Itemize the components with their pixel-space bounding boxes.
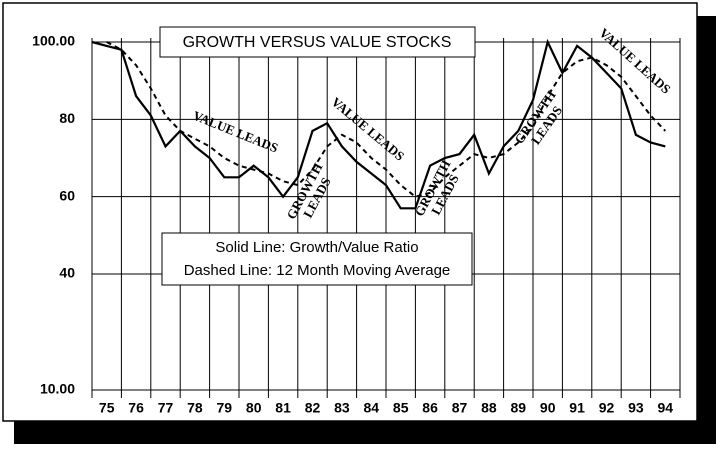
x-tick-label: 90 (540, 400, 556, 416)
legend-entry: Solid Line: Growth/Value Ratio (215, 239, 418, 256)
x-tick-label: 91 (569, 400, 585, 416)
x-tick-label: 93 (628, 400, 644, 416)
y-tick-label: 80 (59, 110, 75, 126)
legend-entry: Dashed Line: 12 Month Moving Average (184, 262, 451, 279)
y-tick-label: 100.00 (32, 33, 75, 49)
title-box (159, 26, 476, 58)
series-line (106, 41, 667, 198)
x-tick-label: 78 (187, 400, 203, 416)
y-tick-label: 40 (59, 265, 75, 281)
x-tick-label: 81 (275, 400, 291, 416)
x-tick-label: 82 (305, 400, 321, 416)
chart-title: GROWTH VERSUS VALUE STOCKS (183, 34, 452, 51)
x-tick-label: 84 (364, 400, 380, 416)
x-tick-label: 88 (481, 400, 497, 416)
x-tick-label: 77 (158, 400, 174, 416)
x-tick-label: 79 (217, 400, 233, 416)
x-tick-label: 76 (128, 400, 144, 416)
y-tick-label: 10.00 (40, 381, 75, 397)
x-tick-label: 89 (511, 400, 527, 416)
y-tick-label: 60 (59, 187, 75, 203)
x-tick-label: 80 (246, 400, 262, 416)
x-tick-label: 87 (452, 400, 468, 416)
x-tick-label: 92 (599, 400, 615, 416)
x-tick-label: 83 (334, 400, 350, 416)
legend-box (161, 232, 473, 286)
x-tick-label: 94 (658, 400, 674, 416)
x-tick-label: 85 (393, 400, 409, 416)
series-line (91, 38, 666, 210)
frame (2, 2, 698, 422)
x-tick-label: 86 (422, 400, 438, 416)
x-tick-label: 75 (99, 400, 115, 416)
